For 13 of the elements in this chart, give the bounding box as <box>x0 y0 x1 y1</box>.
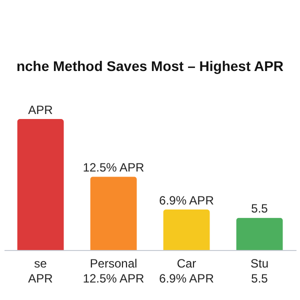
x-tick-label: se APR <box>28 256 54 286</box>
x-tick-label: Stu 5.5 <box>250 256 269 286</box>
bar <box>236 218 283 250</box>
data-label: 12.5% APR <box>82 160 145 175</box>
x-tick-label: Personal 12.5% APR <box>82 256 145 286</box>
data-label: APR <box>28 103 54 117</box>
bar <box>163 209 210 250</box>
bar <box>90 176 137 250</box>
bar <box>17 119 64 250</box>
chart-title: nche Method Saves Most – Highest APR <box>16 58 284 74</box>
data-label: 5.5 <box>251 202 268 216</box>
x-tick-label: Car 6.9% APR <box>159 256 214 286</box>
data-label: 6.9% APR <box>159 193 214 208</box>
